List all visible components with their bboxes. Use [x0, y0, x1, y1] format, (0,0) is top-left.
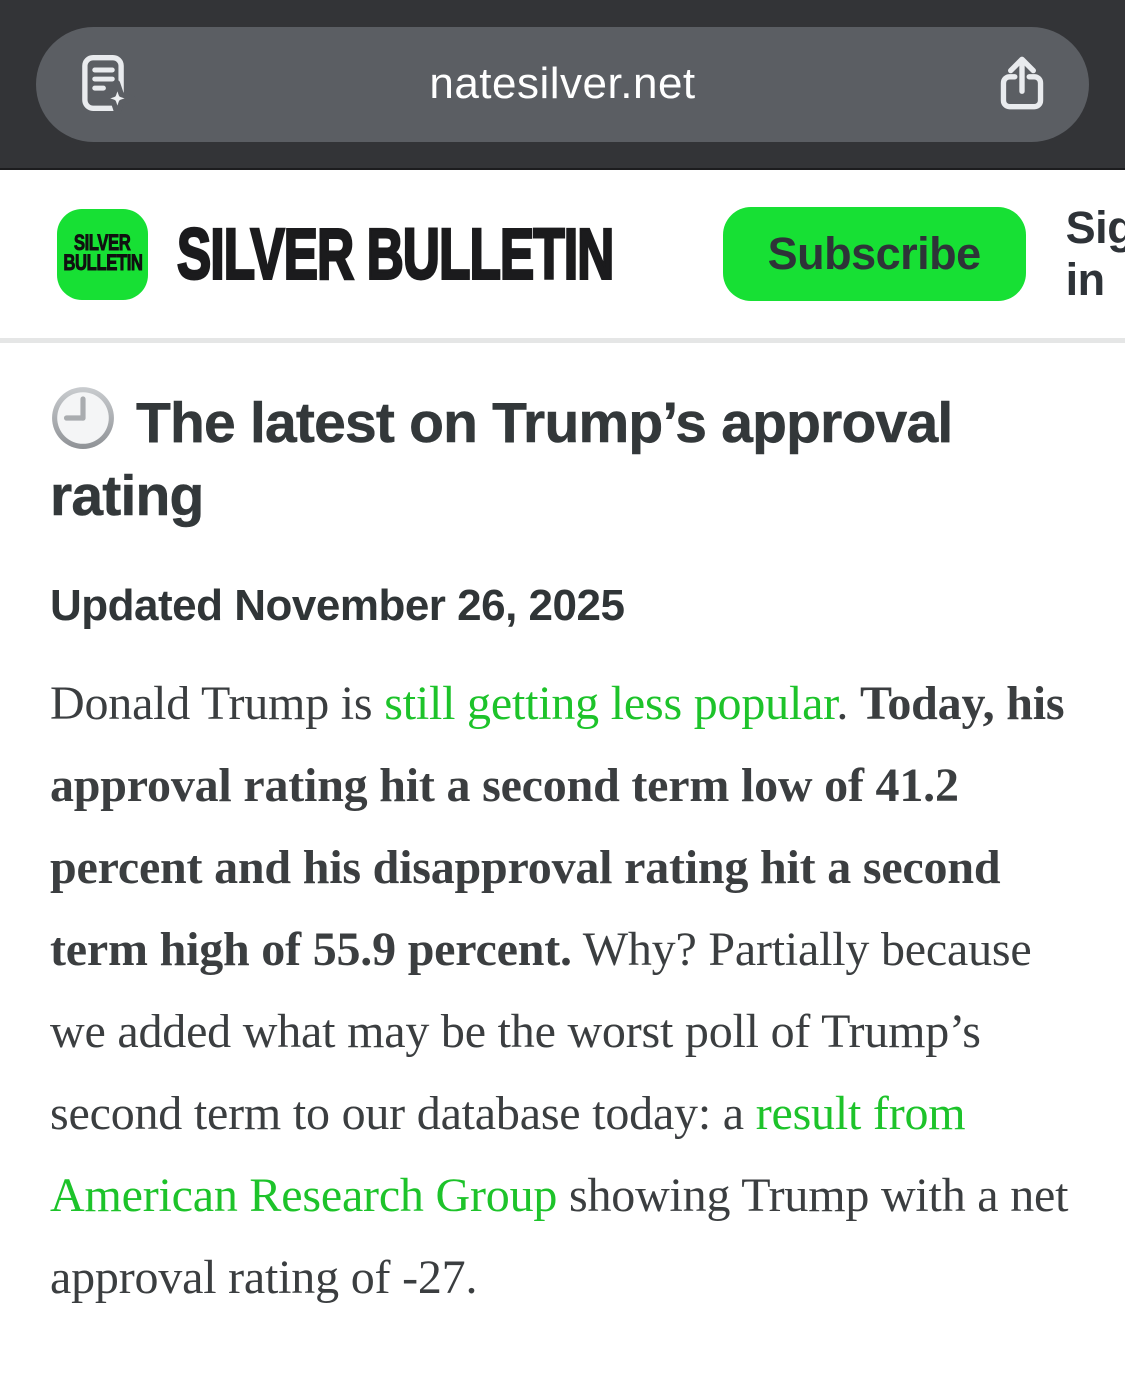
body-text: .	[836, 677, 860, 730]
header-actions: Subscribe Sign in	[722, 202, 1125, 306]
sign-in-link[interactable]: Sign in	[1065, 202, 1125, 305]
article-title: The latest on Trump’s approval rating	[50, 385, 1075, 533]
site-logo-line1: SILVER	[74, 231, 132, 256]
body-link[interactable]: result from American Research Group	[50, 1087, 966, 1222]
header-divider	[0, 338, 1125, 343]
browser-chrome: natesilver.net	[0, 0, 1125, 170]
body-text: Why? Partially because we added what may…	[50, 923, 1032, 1140]
site-logo-line2: BULLETIN	[62, 251, 143, 276]
site-wordmark[interactable]: SILVER BULLETIN	[176, 212, 615, 296]
reader-page-sparkle-icon[interactable]	[66, 47, 140, 121]
site-logo[interactable]: SILVER BULLETIN	[57, 208, 148, 300]
body-text: showing Trump with a net approval rating…	[50, 1169, 1069, 1304]
updated-date: Updated November 26, 2025	[50, 581, 625, 630]
site-header: SILVER BULLETIN SILVER BULLETIN Subscrib…	[0, 170, 1125, 338]
body-text: Today, his approval rating hit a second …	[50, 677, 1065, 976]
clock-icon	[50, 385, 116, 451]
share-icon[interactable]	[985, 47, 1059, 121]
body-text: Donald Trump is	[50, 677, 385, 730]
article: The latest on Trump’s approval rating Up…	[0, 343, 1125, 1319]
body-link[interactable]: still getting less popular	[384, 677, 837, 730]
article-body: Donald Trump is still getting less popul…	[50, 663, 1075, 1319]
url-bar[interactable]: natesilver.net	[36, 26, 1089, 142]
subscribe-button[interactable]: Subscribe	[722, 207, 1026, 301]
article-title-text: The latest on Trump’s approval rating	[50, 391, 954, 529]
url-text[interactable]: natesilver.net	[429, 59, 696, 108]
